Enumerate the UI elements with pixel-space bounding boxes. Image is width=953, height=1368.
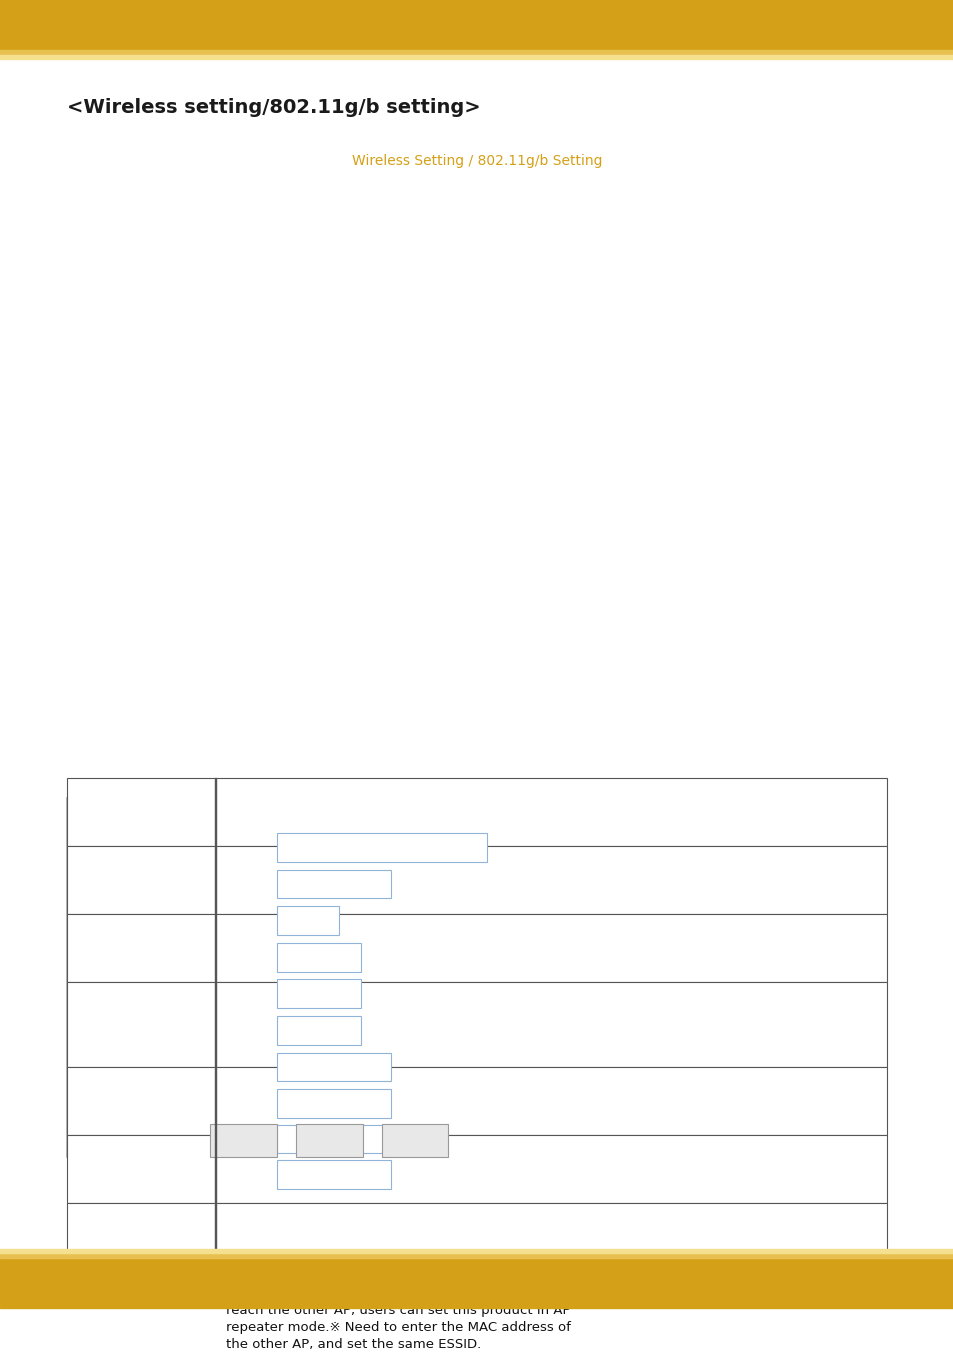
Bar [214,778,215,845]
Bar [67,1067,886,1135]
Bar [0,1253,953,1259]
Text: • 802.11b/g: auto connect in either 802.11b or 802.11g.
• 802.11g: connect in 80: • 802.11b/g: auto connect in either 802.… [226,862,602,892]
Text: Disable  v: Disable v [281,989,330,999]
Text: 39: 39 [907,1276,924,1289]
Bar [295,1124,362,1156]
Bar [0,1249,953,1253]
Text: 11  v: 11 v [281,915,305,926]
Text: Mode: Mode [78,873,120,888]
Bar [67,982,886,1067]
Text: ESSID: ESSID [114,843,149,852]
Text: Save: Save [231,1135,255,1145]
Text: Back: Back [402,1135,427,1145]
Bar [0,1259,953,1308]
Bar [67,778,886,845]
Bar [214,982,215,1067]
Text: corega: corega [281,843,314,852]
Text: Disable       v: Disable v [281,1062,345,1073]
Bar [276,1089,391,1118]
Bar [276,1052,391,1082]
Text: P to MP(P to MP bridge mode): setup the wireless
connection with another AP/Rout: P to MP(P to MP bridge mode): setup the … [226,1219,581,1350]
Bar [67,1202,886,1368]
Bar [210,1124,276,1156]
Bar [0,0,953,49]
Text: Hidden AP: Hidden AP [78,1093,157,1108]
Bar [67,1135,886,1202]
Bar [214,1067,215,1135]
Text: Enable  v: Enable v [281,952,327,962]
Text: ESSID: ESSID [78,804,124,819]
Text: WMM: WMM [78,1161,119,1176]
Text: Disable  v: Disable v [281,1026,330,1036]
Text: ESSID is a name that makes wireless adapter identify
this Router .The default ES: ESSID is a name that makes wireless adap… [226,793,582,824]
Bar [276,1124,391,1153]
Bar [276,979,360,1008]
Bar [0,55,953,59]
Text: <Wireless setting/802.11g/b setting>: <Wireless setting/802.11g/b setting> [67,98,480,118]
Text: Hidden AP: Hidden AP [114,989,175,999]
Bar [381,1124,448,1156]
Bar [276,906,338,934]
Bar [214,845,215,914]
Text: 802.11g / b  v: 802.11g / b v [281,880,349,889]
Text: Channel: Channel [78,941,141,955]
Text: Wireless Setting / 802.11g/b Setting: Wireless Setting / 802.11g/b Setting [352,155,601,168]
Bar [276,943,360,971]
Text: Mode: Mode [114,880,147,889]
Text: WLBARGO Manual: WLBARGO Manual [810,18,924,31]
Text: When there is interruption, other channels can be
selected.: When there is interruption, other channe… [226,930,559,960]
Text: TX Burst: TX Burst [78,1016,143,1031]
Bar [67,798,753,1157]
Bar [214,914,215,982]
Bar [276,833,486,862]
Text: WDS: WDS [78,1297,114,1312]
Text: Cancel: Cancel [311,1135,347,1145]
Text: WMM: WMM [114,1026,147,1036]
Text: Channel: Channel [114,915,162,926]
Text: Select [Disable/Enable]to manage function of wireless
bandwidth: Select [Disable/Enable]to manage functio… [226,1150,587,1181]
Text: Remote AP MAC: Remote AP MAC [114,1099,197,1108]
Text: when it's enabled, ESSID will not be seen in the
network.: when it's enabled, ESSID will not be see… [226,1082,543,1112]
Bar [276,870,391,899]
Text: TX Burst: TX Burst [114,952,165,962]
Bar [67,845,886,914]
Bar [67,914,886,982]
Bar [276,1016,360,1045]
Bar [214,1135,215,1202]
Bar [276,1160,391,1189]
Text: Enable/Disable frame burst function. When it is
checked, transmit throughput wil: Enable/Disable frame burst function. Whe… [226,997,578,1045]
Bar [214,1202,215,1368]
Bar [0,49,953,55]
Text: WDS: WDS [114,1062,142,1073]
